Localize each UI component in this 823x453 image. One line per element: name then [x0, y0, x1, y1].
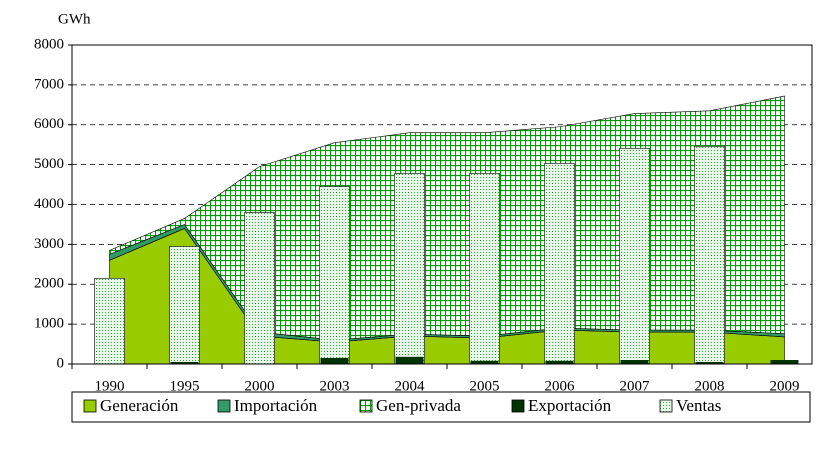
bar [695, 362, 724, 364]
legend-swatch [359, 399, 373, 413]
bar [394, 173, 425, 365]
x-tick-label: 2007 [620, 378, 651, 394]
x-tick-label: 2008 [695, 378, 725, 394]
x-tick-label: 1990 [95, 378, 125, 394]
bar [244, 212, 275, 365]
y-tick-label: 0 [57, 355, 65, 371]
bar [770, 360, 799, 364]
y-tick-label: 4000 [34, 196, 64, 212]
legend-swatch [83, 399, 97, 413]
x-tick-label: 2004 [395, 378, 426, 394]
legend-label: Gen-privada [376, 396, 461, 415]
x-tick-label: 2003 [320, 378, 350, 394]
y-tick-label: 3000 [34, 236, 64, 252]
x-tick-label: 2006 [545, 378, 576, 394]
bar [319, 186, 350, 365]
legend-label: Exportación [528, 396, 612, 415]
y-tick-label: 6000 [34, 116, 64, 132]
y-tick-label: 8000 [34, 36, 64, 52]
x-tick-label: 1995 [170, 378, 200, 394]
legend-label: Generación [100, 396, 179, 415]
y-tick-label: 1000 [34, 316, 64, 332]
legend-swatch [217, 399, 231, 413]
bar [470, 360, 499, 364]
bar [694, 145, 725, 365]
plot-frame [71, 44, 813, 365]
bar [545, 360, 574, 364]
legend-swatch [659, 399, 673, 413]
y-tick-label: 2000 [34, 276, 64, 292]
bar [170, 362, 199, 364]
bar [94, 277, 125, 365]
y-axis-label: GWh [58, 11, 91, 27]
y-tick-label: 7000 [34, 76, 64, 92]
x-tick-label: 2000 [245, 378, 275, 394]
legend-label: Importación [234, 396, 318, 415]
bar [619, 147, 650, 365]
bar [469, 173, 500, 365]
bar [395, 356, 424, 364]
bar [320, 358, 349, 364]
bar [544, 163, 575, 365]
legend-swatch [511, 399, 525, 413]
area [109, 95, 785, 341]
bar [620, 360, 649, 364]
y-tick-label: 5000 [34, 156, 64, 172]
x-tick-label: 2009 [770, 378, 800, 394]
legend-box [71, 391, 811, 423]
x-tick-label: 2005 [470, 378, 500, 394]
legend-label: Ventas [676, 396, 721, 415]
bar [169, 246, 200, 365]
